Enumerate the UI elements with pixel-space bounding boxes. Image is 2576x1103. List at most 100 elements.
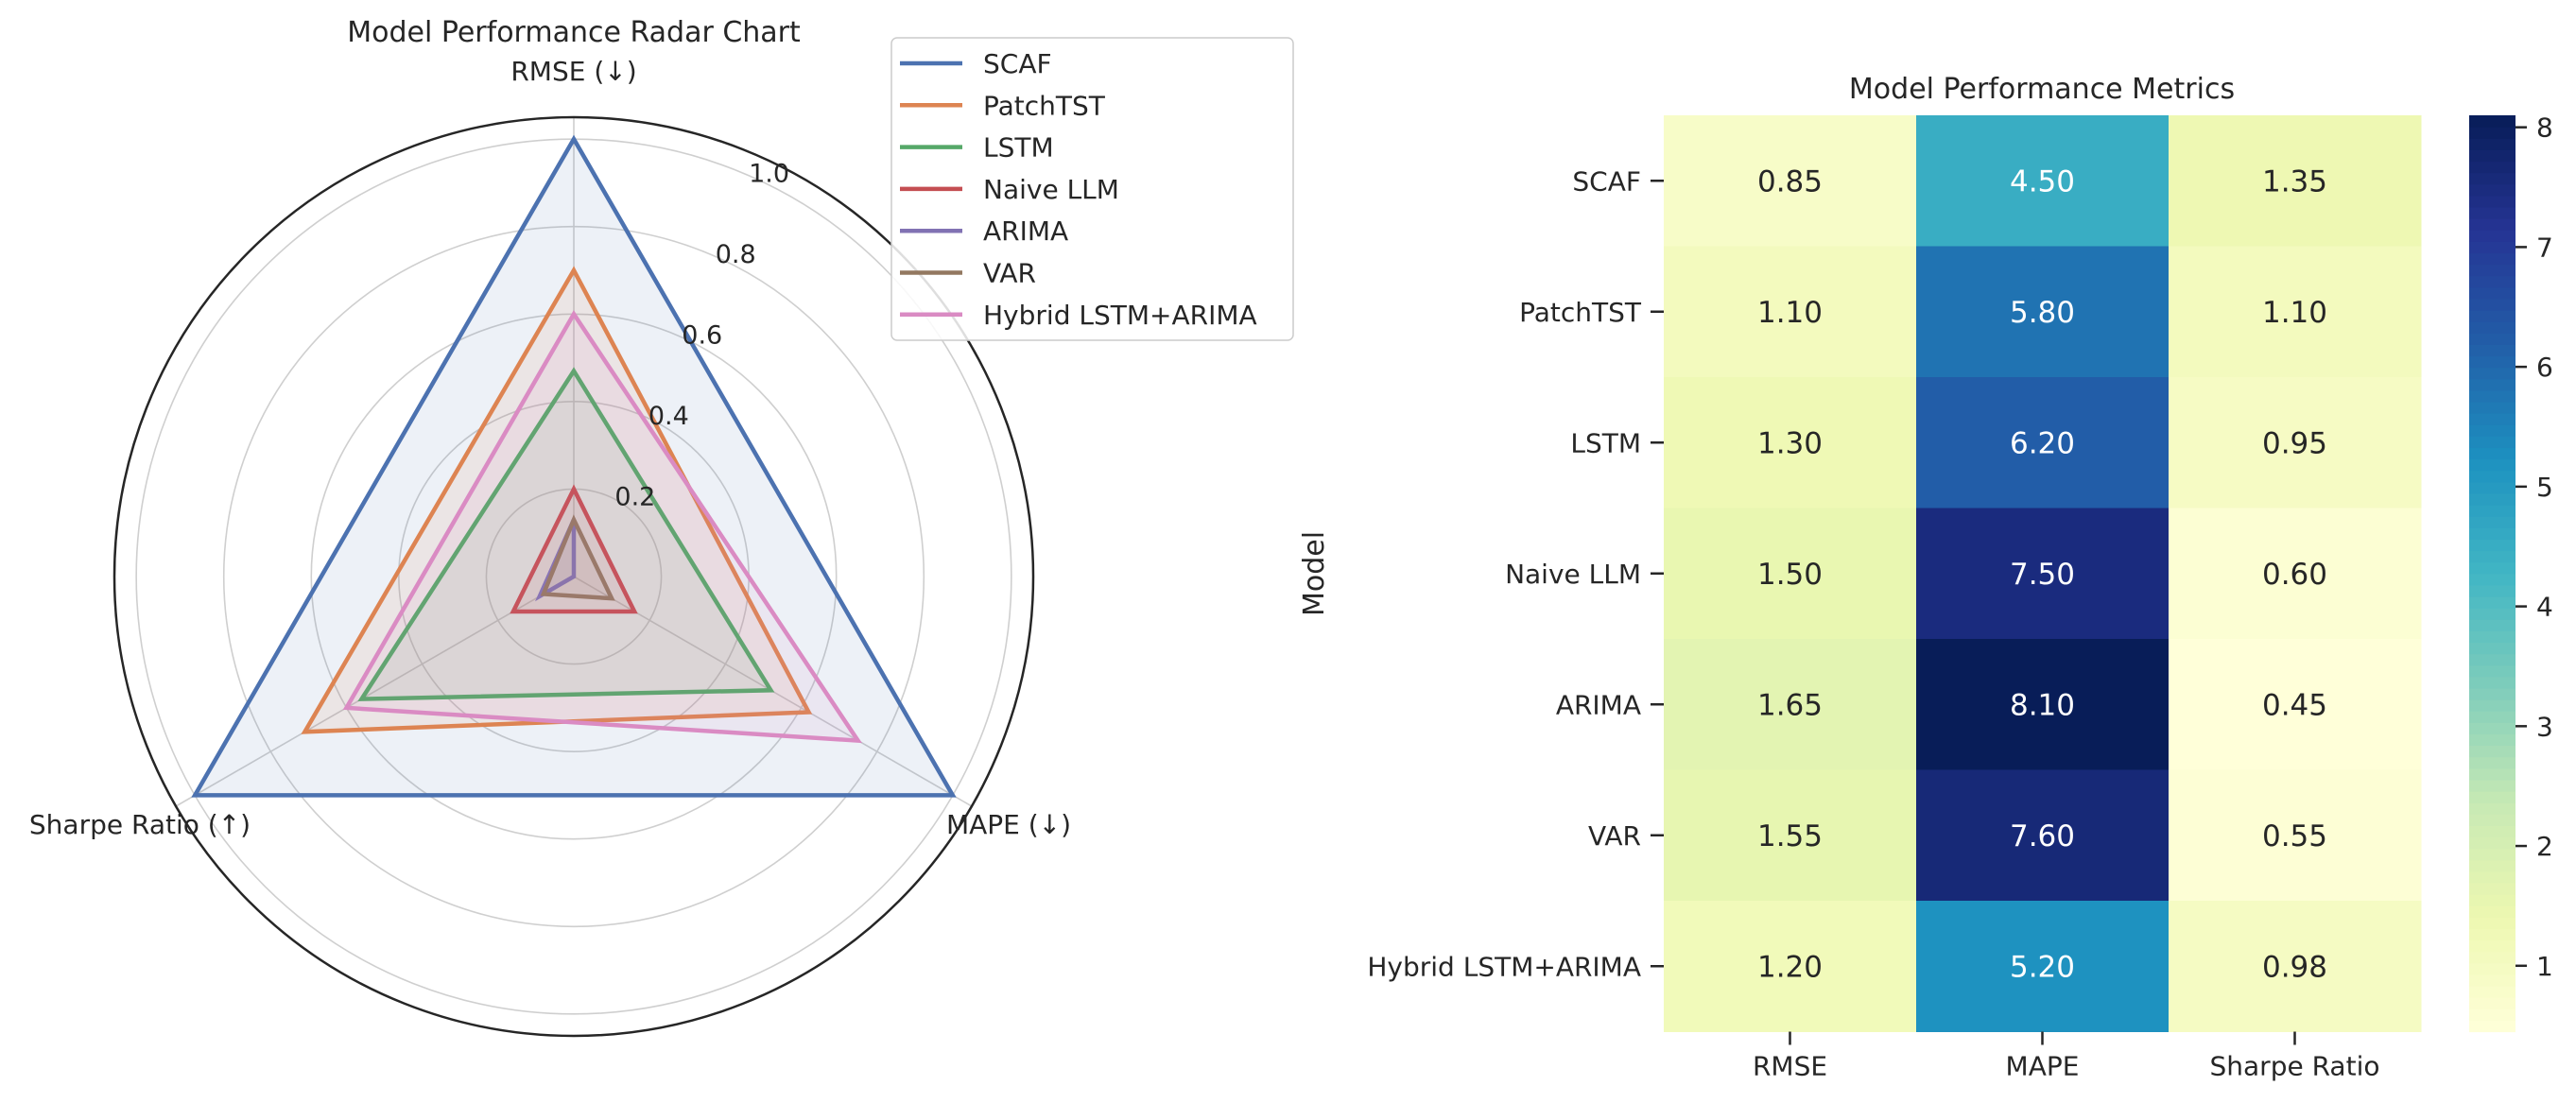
heatmap-cell: [1916, 115, 2170, 247]
legend-label-hybrid-lstm-arima: Hybrid LSTM+ARIMA: [983, 300, 1257, 331]
colorbar-segment: [2469, 859, 2515, 872]
radar-series-hybrid-lstm-arima: [342, 310, 862, 744]
colorbar-segment: [2469, 722, 2515, 735]
colorbar-segment: [2469, 814, 2515, 826]
heatmap-row-label-hybrid-lstm-arima: Hybrid LSTM+ARIMA: [1367, 951, 1641, 982]
heatmap-cell: [1664, 115, 1917, 247]
colorbar-segment: [2469, 630, 2515, 644]
radar-series-var: [540, 514, 615, 601]
colorbar-segment: [2469, 355, 2515, 369]
colorbar-segment: [2469, 492, 2515, 506]
colorbar-segment: [2469, 516, 2515, 528]
colorbar-segment: [2469, 344, 2515, 357]
heatmap-cell-label: 0.85: [1757, 164, 1823, 198]
colorbar-segment: [2469, 951, 2515, 964]
heatmap-column-label-sharpe-ratio: Sharpe Ratio: [2210, 1051, 2380, 1082]
colorbar-segment: [2469, 608, 2515, 620]
heatmap-cell-label: 5.20: [2010, 950, 2075, 984]
colorbar-tick-label: 7: [2536, 232, 2553, 263]
colorbar-segment: [2469, 997, 2515, 1009]
heatmap-cell-label: 6.20: [2010, 426, 2075, 460]
colorbar: 1 2 3 4 5 6 7 8: [2469, 112, 2553, 1033]
colorbar-segment: [2469, 836, 2515, 850]
colorbar-segment: [2469, 183, 2515, 197]
colorbar-segment: [2469, 756, 2515, 769]
colorbar-segment: [2469, 527, 2515, 540]
radar-series: [191, 134, 957, 798]
colorbar-segment: [2469, 458, 2515, 472]
colorbar-tick-label: 5: [2536, 472, 2553, 503]
colorbar-segment: [2469, 275, 2515, 288]
colorbar-tick-label: 2: [2536, 831, 2553, 862]
colorbar-segment: [2469, 389, 2515, 403]
heatmap-cell: [1916, 769, 2170, 902]
heatmap-cell: [2169, 639, 2422, 770]
radar-series-scaf: [191, 134, 957, 798]
heatmap-row-label-var: VAR: [1588, 820, 1641, 852]
heatmap-cell: [1664, 508, 1917, 640]
radar-title: Model Performance Radar Chart: [347, 16, 801, 49]
heatmap-cell-label: 1.50: [1757, 558, 1823, 592]
heatmap-row-labels: SCAF PatchTST LSTM Naive LLM ARIMA VAR Hybrid …: [1367, 165, 1664, 982]
heatmap-cell: [2169, 508, 2422, 640]
colorbar-segment: [2469, 733, 2515, 747]
heatmap-cells: 0.85 4.50 1.35 1.10 5.80 1.10 1.30 6.20 0.95 1.50…: [1664, 115, 2422, 1032]
heatmap-cell-label: 1.65: [1757, 688, 1823, 722]
colorbar-segment: [2469, 424, 2515, 437]
radar-tick-label: 0.2: [614, 482, 655, 511]
heatmap-cell-label: 1.30: [1757, 426, 1823, 460]
legend-label-naive-llm: Naive LLM: [983, 174, 1119, 205]
heatmap-ylabel: Model: [1298, 531, 1331, 616]
colorbar-segment: [2469, 917, 2515, 930]
colorbar-segment: [2469, 882, 2515, 895]
heatmap-cell: [1916, 377, 2170, 508]
heatmap-cell: [2169, 377, 2422, 508]
colorbar-segment: [2469, 505, 2515, 517]
heatmap-cell-label: 4.50: [2010, 164, 2075, 198]
colorbar-segment: [2469, 218, 2515, 231]
radar-tick-label: 0.8: [716, 240, 756, 269]
colorbar-segment: [2469, 962, 2515, 975]
colorbar-segment: [2469, 481, 2515, 494]
radar-axis-label-mape: MAPE (↓): [946, 809, 1071, 840]
colorbar-segment: [2469, 447, 2515, 460]
colorbar-segment: [2469, 470, 2515, 483]
heatmap-row-label-patchtst: PatchTST: [1519, 297, 1642, 328]
heatmap-cell: [1664, 246, 1917, 378]
colorbar-segment: [2469, 653, 2515, 666]
colorbar-segment: [2469, 550, 2515, 563]
radar-axis-label-rmse: RMSE (↓): [510, 56, 636, 87]
colorbar-segment: [2469, 138, 2515, 150]
colorbar-segment: [2469, 1008, 2515, 1021]
heatmap-chart: Model Performance Metrics Model 0.85 4.50…: [1298, 73, 2553, 1082]
heatmap-cell-label: 1.10: [1757, 296, 1823, 330]
colorbar-tick-label: 8: [2536, 112, 2553, 144]
radar-spoke: [175, 576, 575, 807]
legend-label-scaf: SCAF: [983, 48, 1052, 79]
colorbar-segment: [2469, 573, 2515, 586]
heatmap-cell: [2169, 246, 2422, 378]
heatmap-column-label-mape: MAPE: [2006, 1051, 2080, 1082]
colorbar-segment: [2469, 413, 2515, 425]
heatmap-row-label-lstm: LSTM: [1570, 427, 1641, 458]
heatmap-cell: [1916, 246, 2170, 378]
colorbar-segment: [2469, 333, 2515, 345]
colorbar-segment: [2469, 642, 2515, 655]
colorbar-segment: [2469, 149, 2515, 163]
heatmap-cell-label: 0.95: [2262, 426, 2327, 460]
heatmap-cell: [2169, 901, 2422, 1032]
colorbar-segment: [2469, 928, 2515, 941]
colorbar-segment: [2469, 115, 2515, 128]
legend-label-arima: ARIMA: [983, 215, 1068, 247]
heatmap-cell-label: 0.98: [2262, 950, 2327, 984]
colorbar-segment: [2469, 241, 2515, 254]
colorbar-tick-label: 6: [2536, 352, 2553, 383]
legend-label-patchtst: PatchTST: [983, 90, 1106, 121]
heatmap-cell: [1916, 639, 2170, 770]
heatmap-cell: [1664, 901, 1917, 1032]
heatmap-cell-label: 1.55: [1757, 819, 1823, 853]
heatmap-cell-label: 1.20: [1757, 950, 1823, 984]
colorbar-segment: [2469, 870, 2515, 884]
heatmap-cell: [1916, 901, 2170, 1032]
